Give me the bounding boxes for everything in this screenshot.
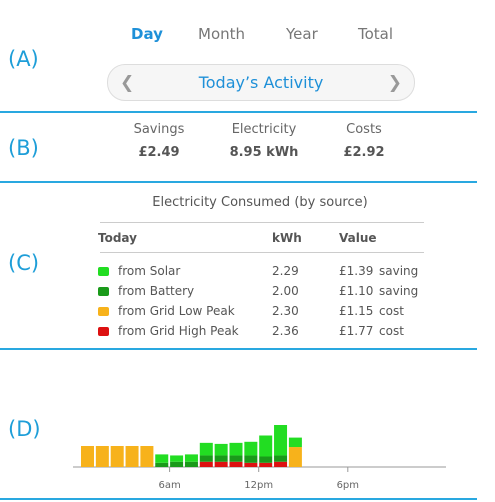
tab-day[interactable]: Day [131, 25, 163, 43]
tab-month[interactable]: Month [198, 25, 246, 43]
bar-segment-battery [274, 455, 288, 462]
row-source: from Battery [118, 284, 195, 298]
bar-segment-solar [170, 455, 184, 462]
table-row: from Solar 2.29 £1.39 saving [98, 264, 428, 282]
bar-segment-high [199, 461, 213, 467]
bar-segment-solar [229, 442, 243, 456]
row-value: £1.39 [339, 264, 374, 278]
section-label-c: (C) [8, 251, 40, 275]
period-tabs: Day Month Year Total [0, 25, 495, 47]
bar-segment-solar [199, 442, 213, 456]
electricity-stat: Electricity 8.95 kWh [209, 122, 319, 160]
bar-segment-high [229, 461, 243, 467]
chevron-right-icon[interactable]: ❯ [387, 73, 402, 93]
bar-segment-battery [155, 462, 169, 467]
legend-swatch-grid-low [98, 307, 109, 316]
bar-segment-high [274, 461, 288, 467]
consumption-chart: 6am 12pm 6pm [73, 425, 446, 491]
costs-value: £2.92 [343, 145, 385, 160]
bar-segment-battery [184, 461, 198, 467]
row-note: saving [379, 284, 419, 298]
divider [0, 498, 477, 500]
bar-segment-low [140, 446, 154, 467]
navigator-title: Today’s Activity [198, 73, 324, 92]
bar-segment-battery [214, 455, 228, 462]
savings-value: £2.49 [138, 145, 180, 160]
row-value: £1.77 [339, 324, 374, 338]
bar-segment-high [259, 462, 273, 467]
row-kwh: 2.36 [272, 324, 299, 338]
divider [0, 181, 477, 183]
x-tick-label: 12pm [244, 480, 273, 491]
table-row: from Battery 2.00 £1.10 saving [98, 284, 428, 302]
costs-stat: Costs £2.92 [309, 122, 419, 160]
bar-segment-solar [288, 437, 302, 448]
divider [0, 111, 477, 113]
bar-segment-solar [259, 435, 273, 457]
table-divider [100, 222, 424, 223]
bar-segment-solar [155, 454, 169, 463]
bar-segment-battery [244, 455, 258, 463]
bar-segment-battery [170, 461, 184, 467]
legend-swatch-solar [98, 267, 109, 276]
section-label-a: (A) [8, 47, 39, 71]
row-value: £1.10 [339, 284, 374, 298]
table-row: from Grid High Peak 2.36 £1.77 cost [98, 324, 428, 342]
section-label-b: (B) [8, 136, 39, 160]
row-kwh: 2.30 [272, 304, 299, 318]
bar-segment-low [288, 447, 302, 467]
savings-label: Savings [133, 122, 185, 137]
row-kwh: 2.00 [272, 284, 299, 298]
bar-segment-battery [229, 455, 243, 462]
electricity-value: 8.95 kWh [229, 145, 299, 160]
tab-year[interactable]: Year [286, 25, 318, 43]
row-source: from Grid Low Peak [118, 304, 235, 318]
row-source: from Solar [118, 264, 181, 278]
row-value: £1.15 [339, 304, 374, 318]
bar-segment-low [125, 446, 139, 467]
legend-swatch-grid-high [98, 327, 109, 336]
tab-total[interactable]: Total [358, 25, 394, 43]
row-source: from Grid High Peak [118, 324, 239, 338]
date-navigator: ❮ Today’s Activity ❯ [107, 64, 415, 101]
row-note: saving [379, 264, 419, 278]
table-row: from Grid Low Peak 2.30 £1.15 cost [98, 304, 428, 322]
savings-stat: Savings £2.49 [104, 122, 214, 160]
x-tick-label: 6am [158, 480, 180, 491]
bar-segment-low [110, 446, 124, 467]
bar-segment-high [244, 462, 258, 467]
table-divider [100, 252, 424, 253]
bar-segment-solar [214, 443, 228, 456]
section-label-d: (D) [8, 417, 41, 441]
header-value: Value [339, 231, 377, 245]
row-note: cost [379, 304, 404, 318]
x-tick-label: 6pm [337, 480, 359, 491]
bar-segment-solar [184, 454, 198, 462]
legend-swatch-battery [98, 287, 109, 296]
bar-segment-low [95, 446, 109, 467]
bar-segment-battery [259, 456, 273, 463]
electricity-label: Electricity [231, 122, 297, 137]
costs-label: Costs [346, 122, 382, 137]
chevron-left-icon[interactable]: ❮ [120, 73, 135, 93]
divider [0, 348, 477, 350]
row-kwh: 2.29 [272, 264, 299, 278]
breakdown-title: Electricity Consumed (by source) [152, 195, 368, 210]
bar-segment-solar [274, 425, 288, 456]
row-note: cost [379, 324, 404, 338]
bar-segment-battery [199, 455, 213, 462]
bar-segment-low [81, 446, 94, 467]
header-source: Today [98, 231, 137, 245]
bar-segment-solar [244, 441, 258, 456]
header-kwh: kWh [272, 231, 302, 245]
bar-segment-high [214, 461, 228, 467]
